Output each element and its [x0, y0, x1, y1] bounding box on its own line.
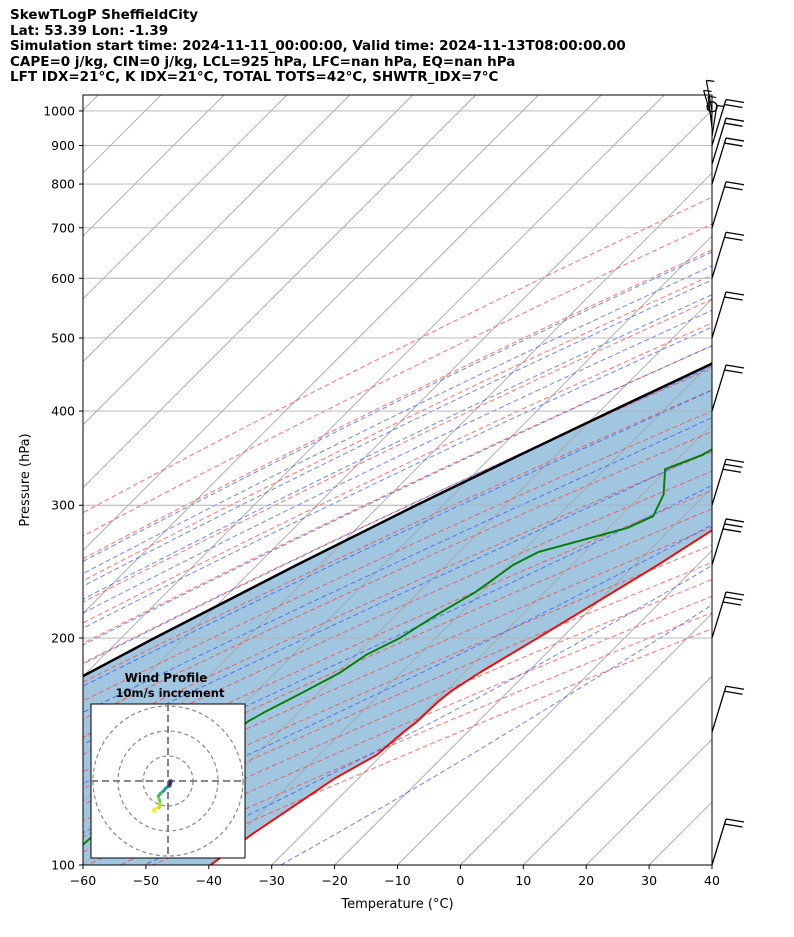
dry-adiabat-line — [83, 196, 712, 514]
dry-adiabat-line — [83, 508, 712, 790]
parcel-path-line — [83, 362, 712, 678]
dry-adiabat-line — [83, 298, 712, 603]
y-tick-label: 400 — [51, 404, 75, 419]
isotherm-line — [397, 549, 712, 865]
time-line: Simulation start time: 2024-11-11_00:00:… — [10, 38, 626, 54]
x-tick-label: −50 — [133, 873, 159, 888]
wind-barb — [711, 591, 745, 639]
isotherm-line — [334, 486, 712, 865]
moist-adiabat-line — [83, 265, 712, 575]
dry-adiabat-line — [83, 223, 712, 537]
isotherm-line — [83, 95, 665, 677]
x-tick-label: 40 — [704, 873, 720, 888]
wind-barb — [711, 458, 745, 506]
isotherm-line — [83, 109, 712, 740]
x-tick-label: −10 — [384, 873, 410, 888]
x-tick-label: 10 — [515, 873, 531, 888]
cape-line: CAPE=0 j/kg, CIN=0 j/kg, LCL=925 hPa, LF… — [10, 53, 516, 70]
isotherm-line — [145, 298, 712, 865]
wind-barb — [705, 79, 715, 112]
isotherm-line — [83, 95, 414, 426]
wind-barb — [711, 137, 745, 185]
isotherm-line — [271, 424, 712, 865]
wind-barb — [707, 95, 717, 128]
dry-adiabat-line — [83, 470, 712, 756]
wind-barb — [711, 181, 745, 228]
wind-barb — [711, 231, 745, 279]
moist-adiabat-line — [83, 279, 712, 587]
y-tick-label: 900 — [51, 138, 75, 153]
isotherm-line — [208, 361, 712, 865]
moist-adiabat-line — [83, 524, 712, 834]
y-tick-label: 300 — [51, 498, 75, 513]
location-line: Lat: 53.39 Lon: -1.39 — [10, 22, 169, 39]
calm-wind-circle — [706, 101, 718, 113]
dry-adiabat-line — [83, 249, 712, 560]
dry-adiabat-line — [83, 367, 712, 664]
hodograph-title: Wind Profile — [125, 671, 208, 685]
x-tick-label: −40 — [196, 873, 222, 888]
wind-barb — [711, 117, 745, 165]
x-tick-label: 20 — [578, 873, 594, 888]
isotherm-line — [83, 95, 476, 489]
isotherm-line — [83, 95, 225, 237]
dewpoint-line — [83, 448, 712, 846]
moist-adiabat-line — [83, 484, 712, 785]
y-tick-label: 100 — [51, 858, 75, 873]
wind-barb — [711, 818, 745, 866]
wind-barb — [711, 364, 745, 412]
dry-adiabat-line — [83, 322, 712, 624]
hodograph-subtitle: 10m/s increment — [116, 686, 225, 700]
isotherm-line — [711, 864, 712, 865]
y-tick-label: 500 — [51, 330, 75, 345]
isotherm-line — [83, 95, 351, 363]
x-tick-label: −60 — [70, 873, 96, 888]
isotherm-line — [83, 95, 539, 552]
chart-header: SkewTLogP SheffieldCity Lat: 53.39 Lon: … — [10, 7, 626, 86]
y-tick-label: 600 — [51, 271, 75, 286]
wind-barb — [711, 685, 745, 733]
isotherm-line — [83, 95, 602, 615]
isotherm-line — [775, 95, 794, 865]
dry-adiabat-line — [83, 410, 712, 702]
moist-adiabat-line — [83, 251, 712, 563]
hodograph-segment — [167, 781, 172, 787]
wind-barb — [711, 291, 745, 339]
wind-barb — [711, 98, 745, 146]
y-axis-label: Pressure (hPa) — [18, 433, 33, 526]
x-tick-label: 0 — [456, 873, 464, 888]
x-axis-label: Temperature (°C) — [340, 897, 453, 912]
moist-adiabat-line — [83, 326, 712, 629]
y-tick-label: 800 — [51, 177, 75, 192]
y-tick-label: 1000 — [43, 103, 75, 118]
temperature-line — [210, 529, 712, 865]
moist-adiabat-line — [83, 448, 712, 745]
x-tick-label: −20 — [321, 873, 347, 888]
isotherm-line — [83, 95, 288, 300]
dry-adiabat-line — [83, 544, 712, 822]
index-line: LFT IDX=21°C, K IDX=21°C, TOTAL TOTS=42°… — [10, 69, 499, 85]
y-tick-label: 200 — [51, 631, 75, 646]
moist-adiabat-line — [83, 389, 712, 687]
x-tick-label: 30 — [641, 873, 657, 888]
y-tick-label: 700 — [51, 220, 75, 235]
moist-adiabat-line — [83, 309, 712, 614]
wind-barb — [711, 518, 745, 566]
chart-title: SkewTLogP SheffieldCity — [10, 7, 199, 23]
isotherm-line — [460, 612, 712, 865]
dry-adiabat-line — [83, 451, 712, 738]
isotherm-line — [522, 675, 712, 865]
x-tick-label: −30 — [259, 873, 285, 888]
moist-adiabat-line — [83, 294, 712, 600]
dry-adiabat-line — [83, 489, 712, 773]
